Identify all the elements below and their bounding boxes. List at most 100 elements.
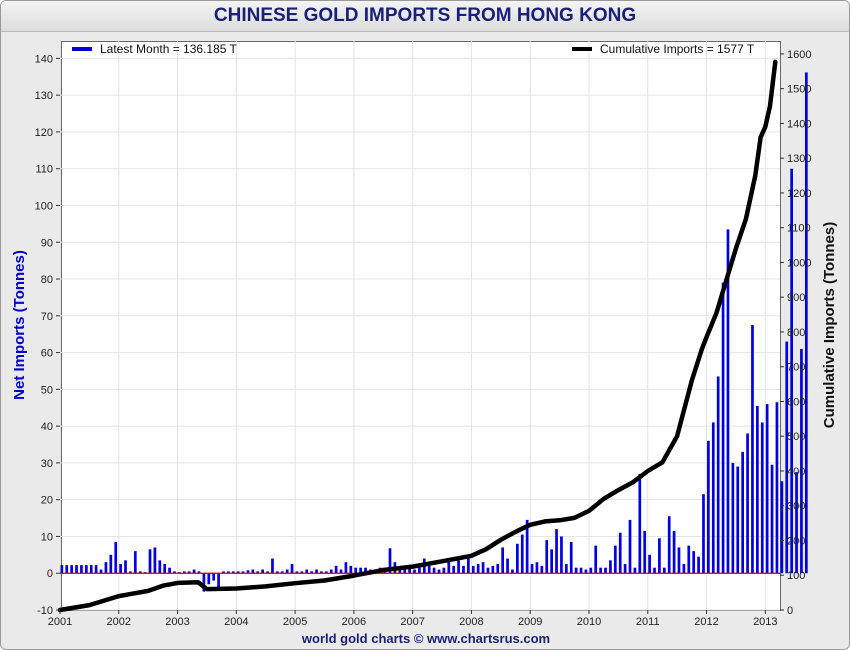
bar [266, 571, 269, 574]
bar [564, 564, 568, 574]
bar [623, 564, 627, 574]
bar [682, 564, 686, 574]
right-tick-label: 400 [787, 466, 805, 478]
bar [432, 567, 436, 574]
left-tick-label: 130 [35, 90, 53, 102]
bar [290, 564, 294, 574]
left-tick-label: 30 [41, 458, 53, 470]
bar [104, 562, 108, 574]
bar [751, 325, 754, 574]
bar [476, 564, 480, 574]
bar [702, 494, 705, 574]
cumulative-line-layer [57, 59, 778, 613]
left-tick-label: 100 [35, 200, 53, 212]
left-tick-label: -10 [37, 605, 53, 617]
right-tick-label: 1300 [787, 153, 811, 165]
bar [775, 402, 779, 574]
right-tick-label: 500 [787, 431, 805, 443]
x-tick-label: 2009 [518, 616, 542, 628]
bar [231, 571, 235, 574]
bar [584, 569, 588, 574]
bar [447, 558, 451, 574]
left-tick-label: 20 [41, 495, 53, 507]
title-bar: CHINESE GOLD IMPORTS FROM HONG KONG [1, 1, 849, 32]
bar [599, 567, 602, 574]
bar [94, 565, 98, 574]
x-tick-label: 2010 [577, 616, 601, 628]
left-tick-label: 140 [35, 53, 53, 65]
bar [692, 551, 696, 574]
bar [202, 573, 206, 592]
bar [633, 567, 637, 574]
bar [197, 571, 201, 574]
bar [491, 565, 495, 574]
grid-layer [59, 40, 780, 611]
bar [486, 567, 490, 574]
axis-layer: -100102030405060708090100110120130140010… [11, 49, 838, 628]
bar [182, 571, 186, 574]
bar [148, 549, 152, 574]
bar [349, 565, 353, 574]
bar [662, 567, 666, 574]
bar [285, 569, 289, 574]
x-tick-label: 2013 [753, 616, 777, 628]
bar [525, 519, 529, 574]
bar [217, 573, 220, 588]
left-tick-label: 90 [41, 237, 53, 249]
bar [295, 571, 299, 574]
bar [354, 567, 358, 574]
bar [398, 567, 402, 574]
legend-label-cumulative: Cumulative Imports = 1577 T [600, 42, 755, 56]
bar [457, 560, 460, 574]
bar [75, 565, 78, 574]
bar [726, 229, 730, 574]
right-tick-label: 100 [787, 570, 805, 582]
plot-area [61, 41, 781, 611]
bar [672, 530, 676, 574]
bar [241, 571, 245, 574]
bar [227, 571, 230, 574]
bar [80, 565, 83, 574]
right-tick-label: 1100 [787, 223, 811, 235]
bar [506, 558, 509, 574]
bar [795, 472, 798, 574]
bar [746, 433, 749, 574]
bar [427, 565, 431, 574]
bar [256, 571, 260, 574]
bar [716, 376, 720, 574]
bar [153, 547, 157, 574]
bar [555, 529, 558, 574]
bar [653, 567, 656, 574]
bar [677, 547, 681, 574]
bar [711, 422, 715, 574]
bar [643, 530, 647, 574]
bar [236, 571, 240, 574]
bar [442, 567, 446, 574]
bar [261, 569, 265, 574]
bar [765, 404, 769, 574]
bar [540, 565, 544, 574]
bar [70, 565, 73, 574]
bar [329, 569, 333, 574]
bar [520, 534, 524, 574]
x-tick-label: 2011 [636, 616, 660, 628]
bar [280, 571, 284, 574]
bar [173, 571, 176, 574]
bar [594, 545, 598, 574]
chart-footer: world gold charts © www.chartsrus.com [301, 631, 551, 646]
bar [413, 569, 416, 574]
bar [804, 72, 808, 574]
bar [613, 545, 617, 574]
bar [246, 570, 250, 574]
bar [99, 569, 103, 574]
bar [496, 564, 500, 574]
bar [800, 348, 803, 574]
bar [168, 567, 171, 574]
bar [530, 564, 534, 574]
left-tick-label: 50 [41, 384, 53, 396]
right-tick-label: 1000 [787, 257, 811, 269]
bar [535, 562, 539, 574]
right-tick-label: 1600 [787, 49, 811, 61]
x-tick-label: 2006 [342, 616, 366, 628]
